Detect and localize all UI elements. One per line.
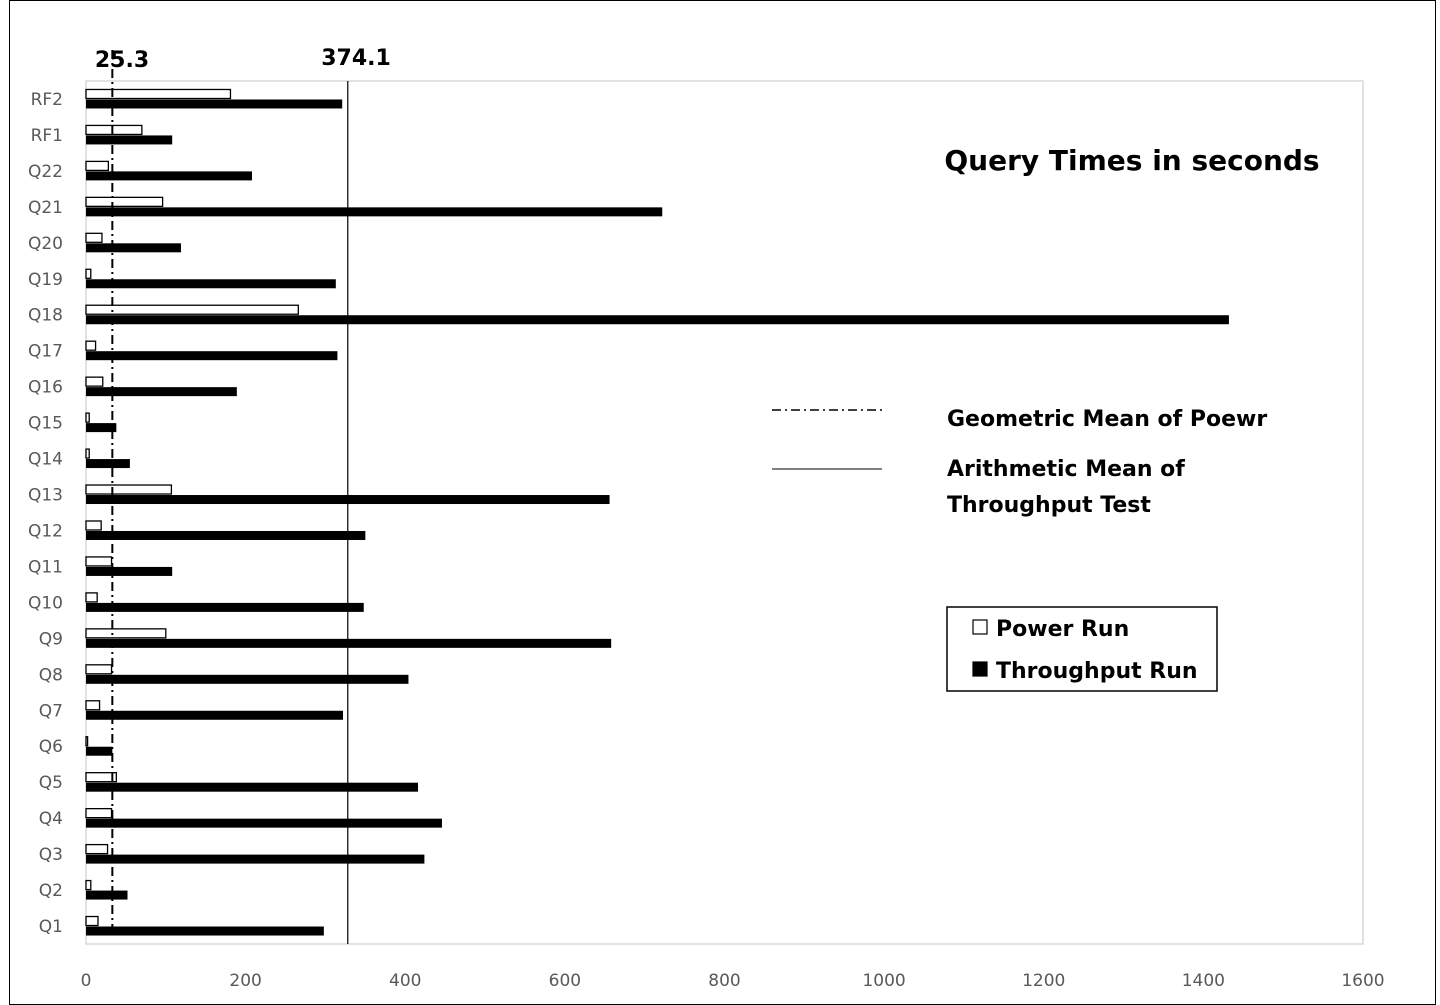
category-label-q15: Q15 [28,414,63,434]
x-tick-label-800: 800 [708,971,740,991]
x-tick-label-400: 400 [389,971,421,991]
category-label-q5: Q5 [39,773,63,793]
x-tick-label-1600: 1600 [1341,971,1384,991]
x-axis-ticks: 0 200 400 600 800 1000 1200 1400 1600 [81,971,1385,991]
bar-power-run-q7 [85,700,101,711]
bar-throughput-run-q5 [86,782,419,792]
category-label-q18: Q18 [28,306,63,326]
category-label-q16: Q16 [28,378,63,398]
bar-throughput-run-q10 [86,602,364,612]
bar-throughput-run-q21 [86,207,663,217]
category-label-q1: Q1 [39,917,63,937]
bar-power-run-q20 [85,232,103,243]
x-tick-label-1000: 1000 [862,971,905,991]
legend-box [946,606,1218,692]
bar-power-run-q5 [85,772,117,783]
category-label-q4: Q4 [39,809,63,829]
x-tick-label-600: 600 [549,971,581,991]
bar-throughput-run-rf2 [86,99,343,109]
legend-swatch-power-run [972,619,988,635]
bar-throughput-run-q14 [86,459,130,469]
reference-lines [111,50,349,944]
category-label-q13: Q13 [28,486,63,506]
bar-throughput-run-q20 [86,243,181,253]
bar-power-run-q22 [85,160,109,172]
bar-power-run-q14 [85,448,90,459]
bar-power-run-rf2 [85,88,232,100]
bar-throughput-run-rf1 [86,135,173,145]
category-label-q11: Q11 [28,557,63,577]
category-label-q20: Q20 [28,234,63,254]
bar-throughput-run-q17 [86,351,338,361]
x-tick-label-200: 200 [229,971,261,991]
bar-power-run-q8 [85,664,113,675]
plot-area [85,80,1364,945]
x-tick-label-1200: 1200 [1022,971,1065,991]
bar-throughput-run-q3 [86,854,425,864]
category-label-q22: Q22 [28,162,63,182]
bar-power-run-rf1 [85,124,143,136]
bar-throughput-run-q7 [86,710,343,720]
arith-mean-annotation-line2: Throughput Test [947,493,1151,518]
category-label-q9: Q9 [39,629,63,649]
bar-power-run-q4 [85,807,113,819]
category-label-q6: Q6 [39,737,63,757]
category-label-q17: Q17 [28,342,63,362]
bar-power-run-q21 [85,196,164,208]
category-label-rf1: RF1 [31,126,63,146]
bar-throughput-run-q1 [86,926,324,936]
bar-power-run-q9 [85,628,167,639]
legend-label-power-run: Power Run [996,617,1129,642]
category-label-q12: Q12 [28,521,63,541]
bars-group [85,88,1229,936]
category-label-q2: Q2 [39,881,63,901]
bar-power-run-q17 [85,340,97,351]
category-label-q19: Q19 [28,270,63,290]
bar-throughput-run-q4 [86,818,442,828]
arith-mean-annotation-line1: Arithmetic Mean of [947,457,1185,482]
category-label-rf2: RF2 [31,90,63,110]
bar-power-run-q16 [85,376,104,387]
bar-throughput-run-q11 [86,566,173,576]
bar-throughput-run-q15 [86,423,117,433]
category-label-q8: Q8 [39,665,63,685]
arith-mean-value-label: 374.1 [321,46,391,71]
bar-power-run-q3 [85,843,109,855]
category-label-q10: Q10 [28,593,63,613]
x-tick-label-0: 0 [81,971,92,991]
category-label-q14: Q14 [28,450,63,470]
bar-power-run-q15 [85,412,90,423]
bar-throughput-run-q6 [86,746,113,756]
category-label-q21: Q21 [28,198,63,218]
geo-mean-annotation: Geometric Mean of Poewr [947,407,1267,432]
legend-label-throughput-run: Throughput Run [996,659,1198,684]
bar-power-run-q1 [85,915,99,927]
bar-throughput-run-q8 [86,674,409,684]
bar-power-run-q19 [85,268,92,279]
bar-power-run-q6 [85,736,89,747]
bar-power-run-q10 [85,592,98,603]
category-label-q7: Q7 [39,701,63,721]
bar-power-run-q18 [85,304,299,315]
bar-power-run-q11 [85,556,113,567]
x-tick-label-1400: 1400 [1182,971,1225,991]
chart-title: Query Times in seconds [944,144,1319,177]
legend-swatch-throughput-run [972,661,988,677]
bar-throughput-run-q2 [86,890,128,900]
geo-mean-value-label: 25.3 [95,48,149,73]
bar-throughput-run-q19 [86,279,336,289]
bar-throughput-run-q12 [86,530,366,540]
bar-power-run-q13 [85,484,173,495]
bar-throughput-run-q22 [86,171,253,181]
category-label-q3: Q3 [39,845,63,865]
legend: Power Run Throughput Run [946,606,1218,692]
bar-throughput-run-q16 [86,387,237,397]
bar-power-run-q12 [85,520,102,531]
bar-power-run-q2 [85,879,92,891]
category-labels: Q1 Q2 Q3 Q4 Q5 Q6 Q7 Q8 Q9 Q10 Q11 Q12 Q13 Q14 Q15 Q16 Q… [28,90,63,937]
bar-throughput-run-q9 [86,638,612,648]
bar-throughput-run-q18 [86,315,1229,325]
